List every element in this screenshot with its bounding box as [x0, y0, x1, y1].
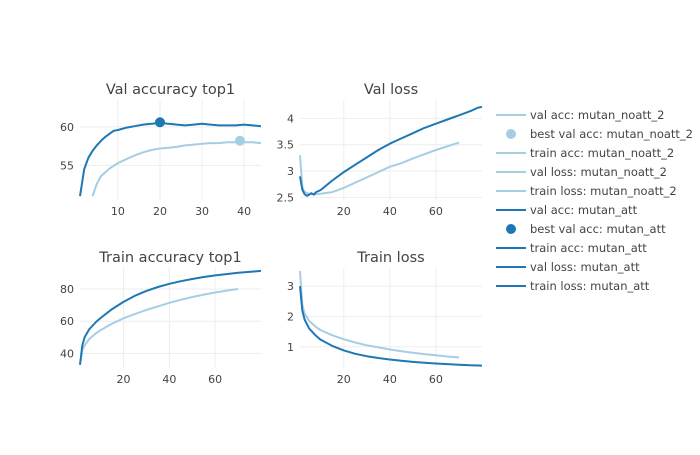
- legend-item[interactable]: best val acc: mutan_att: [506, 222, 666, 236]
- x-tick-label: 40: [162, 373, 176, 386]
- series-line-val-loss-mutan-noatt-2: [299, 141, 460, 196]
- x-tick-label: 20: [117, 373, 131, 386]
- legend-item[interactable]: val loss: mutan_noatt_2: [496, 165, 667, 179]
- subplot-title: Train loss: [356, 250, 424, 266]
- series-line-train-acc-mutan-att: [79, 269, 262, 365]
- x-tick-label: 20: [337, 373, 351, 386]
- subplots: Val accuracy top1 10 20 30 40 55 60 Val loss 20 4…: [60, 82, 483, 386]
- subplot-val-loss: Val loss 20 40 60 2.5 3 3.5 4: [277, 82, 483, 218]
- legend-dot-swatch: [506, 224, 516, 234]
- legend-label: train loss: mutan_att: [530, 279, 650, 293]
- legend-dot-swatch: [506, 129, 516, 139]
- legend-item[interactable]: train acc: mutan_att: [496, 241, 647, 255]
- legend-label: train acc: mutan_noatt_2: [530, 146, 674, 160]
- legend-label: best val acc: mutan_noatt_2: [530, 127, 693, 141]
- legend-item[interactable]: val loss: mutan_att: [496, 260, 640, 274]
- legend-item[interactable]: train loss: mutan_att: [496, 279, 650, 293]
- series-line-train-loss-mutan-att: [299, 286, 483, 367]
- x-tick-label: 60: [429, 373, 443, 386]
- series-line-val-acc-mutan-noatt-2: [91, 141, 262, 197]
- y-tick-label: 80: [60, 283, 74, 296]
- x-tick-label: 60: [429, 205, 443, 218]
- legend-item[interactable]: val acc: mutan_noatt_2: [496, 108, 664, 122]
- legend-label: val acc: mutan_noatt_2: [530, 108, 664, 122]
- y-tick-label: 2.5: [277, 191, 295, 204]
- y-tick-label: 3.5: [277, 139, 295, 152]
- y-tick-label: 1: [287, 341, 294, 354]
- series-line-train-loss-mutan-noatt-2: [299, 270, 460, 359]
- marker-best-val-acc-mutan-att: [154, 117, 165, 128]
- y-tick-label: 3: [287, 280, 294, 293]
- subplot-train-loss: Train loss 20 40 60 1 2 3: [287, 250, 483, 386]
- legend-label: best val acc: mutan_att: [530, 222, 666, 236]
- y-tick-label: 40: [60, 347, 74, 360]
- y-tick-label: 60: [60, 315, 74, 328]
- subplot-title: Train accuracy top1: [98, 250, 241, 266]
- x-tick-label: 40: [237, 205, 251, 218]
- subplot-title: Val accuracy top1: [106, 82, 235, 98]
- x-tick-label: 20: [337, 205, 351, 218]
- subplot-train-acc: Train accuracy top1 20 40 60 40 60 80: [60, 250, 262, 386]
- y-tick-label: 60: [60, 121, 74, 134]
- legend-item[interactable]: train acc: mutan_noatt_2: [496, 146, 674, 160]
- y-tick-label: 55: [60, 159, 74, 172]
- series-line-train-acc-mutan-noatt-2: [79, 288, 239, 365]
- marker-best-val-acc-mutan-noatt-2: [234, 135, 245, 146]
- x-tick-label: 20: [153, 205, 167, 218]
- x-tick-label: 60: [208, 373, 222, 386]
- series-line-val-acc-mutan-att: [79, 122, 262, 197]
- legend-item[interactable]: val acc: mutan_att: [496, 203, 638, 217]
- legend-label: val loss: mutan_noatt_2: [530, 165, 667, 179]
- x-tick-label: 40: [383, 205, 397, 218]
- legend-item[interactable]: best val acc: mutan_noatt_2: [506, 127, 693, 141]
- x-tick-label: 40: [383, 373, 397, 386]
- legend-item[interactable]: train loss: mutan_noatt_2: [496, 184, 677, 198]
- y-tick-label: 4: [287, 112, 294, 125]
- x-tick-label: 30: [195, 205, 209, 218]
- subplot-val-acc: Val accuracy top1 10 20 30 40 55 60: [60, 82, 262, 218]
- legend-label: val acc: mutan_att: [530, 203, 638, 217]
- y-tick-label: 2: [287, 310, 294, 323]
- subplot-title: Val loss: [364, 82, 418, 98]
- y-tick-label: 3: [287, 165, 294, 178]
- legend-label: val loss: mutan_att: [530, 260, 640, 274]
- x-tick-label: 10: [111, 205, 125, 218]
- legend-label: train acc: mutan_att: [530, 241, 647, 255]
- legend-label: train loss: mutan_noatt_2: [530, 184, 677, 198]
- series-line-val-loss-mutan-att: [299, 105, 483, 197]
